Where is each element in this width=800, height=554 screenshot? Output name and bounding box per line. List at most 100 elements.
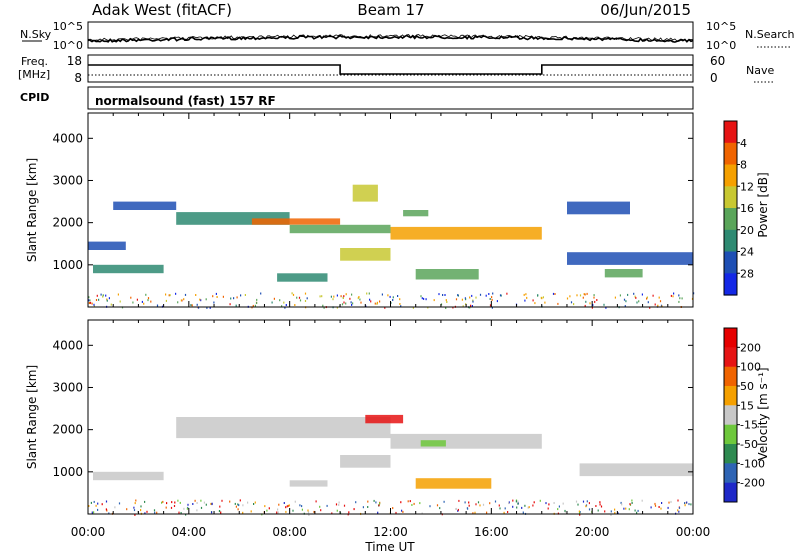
scatter-region-7 xyxy=(289,480,328,487)
noise-speck xyxy=(91,511,93,514)
noise-speck xyxy=(183,298,185,301)
noise-speck xyxy=(614,296,616,299)
noise-speck xyxy=(566,297,569,300)
noise-speck xyxy=(636,511,638,514)
noise-speck xyxy=(345,302,347,305)
noise-speck xyxy=(169,294,171,297)
noise-speck xyxy=(508,502,510,505)
noise-speck xyxy=(631,502,633,504)
noise-speck xyxy=(423,297,425,300)
noise-speck xyxy=(162,500,164,503)
noise-speck xyxy=(455,298,458,301)
noise-speck xyxy=(200,299,202,302)
noise-speck xyxy=(184,293,187,296)
x-tick-label: 08:00 xyxy=(272,525,307,539)
colorbar-tick-label: 24 xyxy=(740,246,754,259)
nsearch-tick-low: 10^0 xyxy=(706,39,736,52)
noise-speck xyxy=(623,507,625,510)
noise-speck xyxy=(688,503,690,506)
noise-speck xyxy=(457,294,459,297)
colorbar-swatch xyxy=(724,121,737,144)
noise-speck xyxy=(114,506,116,509)
noise-speck xyxy=(485,294,487,297)
noise-speck xyxy=(564,509,566,512)
noise-speck xyxy=(180,299,182,302)
noise-speck xyxy=(210,502,212,505)
noise-speck xyxy=(469,296,471,299)
noise-speck xyxy=(475,296,477,299)
noise-speck xyxy=(242,511,244,514)
noise-speck xyxy=(101,503,103,506)
noise-speck xyxy=(170,506,173,509)
date-title: 06/Jun/2015 xyxy=(600,1,691,19)
velocity-y-ticks: 1000 2000 3000 4000 xyxy=(52,338,693,479)
noise-speck xyxy=(238,504,240,507)
noise-speck xyxy=(236,296,238,299)
noise-speck xyxy=(381,293,383,296)
noise-speck xyxy=(221,499,223,502)
y-tick-label: 1000 xyxy=(52,465,83,479)
noise-speck xyxy=(401,509,403,512)
noise-speck xyxy=(283,301,285,304)
scatter-region-11 xyxy=(403,210,429,217)
freq-trace xyxy=(88,64,693,75)
noise-speck xyxy=(373,499,375,502)
colorbar-swatch xyxy=(724,273,737,296)
noise-speck xyxy=(395,511,397,514)
noise-speck xyxy=(496,300,498,303)
noise-speck xyxy=(301,508,303,511)
noise-speck xyxy=(582,296,584,299)
noise-speck xyxy=(343,301,345,304)
noise-speck xyxy=(585,505,587,508)
colorbar-swatch xyxy=(724,208,737,231)
noise-speck xyxy=(106,298,108,301)
y-tick-label: 2000 xyxy=(52,423,83,437)
noise-speck xyxy=(515,500,517,503)
noise-speck xyxy=(147,299,149,302)
noise-speck xyxy=(557,302,559,305)
noise-speck xyxy=(264,505,266,508)
noise-speck xyxy=(220,511,222,514)
power-cells xyxy=(88,184,693,282)
velocity-cells xyxy=(93,414,693,489)
noise-speck xyxy=(154,511,156,514)
noise-speck xyxy=(670,500,672,503)
noise-speck xyxy=(237,503,239,506)
noise-speck xyxy=(579,511,581,513)
noise-speck xyxy=(641,293,643,296)
noise-speck xyxy=(533,501,535,504)
noise-speck xyxy=(219,505,221,508)
noise-speck xyxy=(102,294,104,297)
noise-speck xyxy=(192,503,194,505)
noise-speck xyxy=(528,506,530,509)
noise-speck xyxy=(604,510,606,513)
colorbar-tick-label: 20 xyxy=(740,224,754,237)
noise-speck xyxy=(301,505,303,508)
noise-speck xyxy=(445,307,447,309)
noise-speck xyxy=(343,504,346,507)
noise-speck xyxy=(211,511,213,514)
scatter-region-1 xyxy=(88,241,126,250)
noise-speck xyxy=(330,295,332,298)
noise-speck xyxy=(400,501,402,504)
colorbar-swatch xyxy=(724,366,737,387)
noise-speck xyxy=(288,504,290,507)
noise-speck xyxy=(190,304,192,307)
noise-speck xyxy=(260,292,262,295)
noise-speck xyxy=(445,299,447,302)
noise-speck xyxy=(256,298,258,301)
noise-speck xyxy=(350,301,352,304)
colorbar-swatch xyxy=(724,482,737,503)
noise-speck xyxy=(134,513,136,516)
noise-speck xyxy=(90,501,92,504)
noise-speck xyxy=(134,502,136,505)
noise-speck xyxy=(594,300,596,303)
noise-speck xyxy=(657,304,659,307)
y-tick-label: 2000 xyxy=(52,216,83,230)
noise-speck xyxy=(625,300,627,303)
noise-speck xyxy=(636,301,638,304)
noise-speck xyxy=(617,512,619,515)
noise-speck xyxy=(105,294,107,297)
noise-speck xyxy=(130,296,132,299)
